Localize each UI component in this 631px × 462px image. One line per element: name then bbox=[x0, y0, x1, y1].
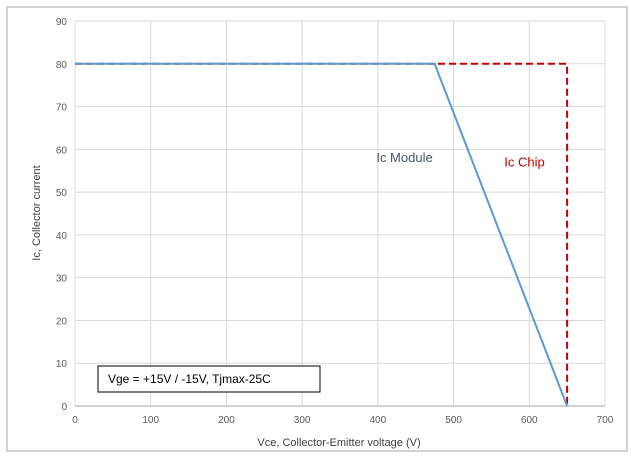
x-tick-label: 0 bbox=[72, 415, 78, 426]
y-tick-label: 20 bbox=[56, 316, 68, 327]
x-tick-label: 700 bbox=[597, 415, 614, 426]
y-tick-label: 70 bbox=[56, 103, 68, 114]
series-label-ic-module: Ic Module bbox=[376, 150, 432, 165]
x-tick-label: 300 bbox=[294, 415, 311, 426]
tick-labels: 0 100 200 300 400 500 600 700 0 10 20 30 40 50 60 70 80 9… bbox=[56, 17, 614, 426]
series-line-ic-module bbox=[75, 62, 569, 407]
series-layer bbox=[75, 62, 569, 407]
series-line-ic-chip bbox=[75, 62, 569, 406]
y-axis-title: Ic, Collector current bbox=[31, 165, 43, 260]
y-tick-label: 10 bbox=[56, 359, 68, 370]
x-axis-title: Vce, Collector-Emitter voltage (V) bbox=[257, 437, 420, 449]
x-tick-label: 500 bbox=[445, 415, 462, 426]
y-tick-label: 50 bbox=[56, 188, 68, 199]
x-tick-label: 100 bbox=[142, 415, 159, 426]
annotations: Ic Module Ic Chip bbox=[376, 150, 544, 169]
x-tick-label: 600 bbox=[521, 415, 538, 426]
y-tick-label: 80 bbox=[56, 60, 68, 71]
x-tick-label: 400 bbox=[370, 415, 387, 426]
condition-box: Vge = +15V / -15V, Tjmax-25C bbox=[97, 365, 321, 393]
series-label-ic-chip: Ic Chip bbox=[504, 154, 544, 169]
y-tick-label: 60 bbox=[56, 145, 68, 156]
y-tick-label: 90 bbox=[56, 17, 68, 28]
condition-text: Vge = +15V / -15V, Tjmax-25C bbox=[108, 372, 271, 386]
condition-box-frame bbox=[97, 365, 321, 393]
y-tick-label: 30 bbox=[56, 274, 68, 285]
x-tick-label: 200 bbox=[218, 415, 235, 426]
y-tick-label: 40 bbox=[56, 231, 68, 242]
y-tick-label: 0 bbox=[61, 402, 67, 413]
